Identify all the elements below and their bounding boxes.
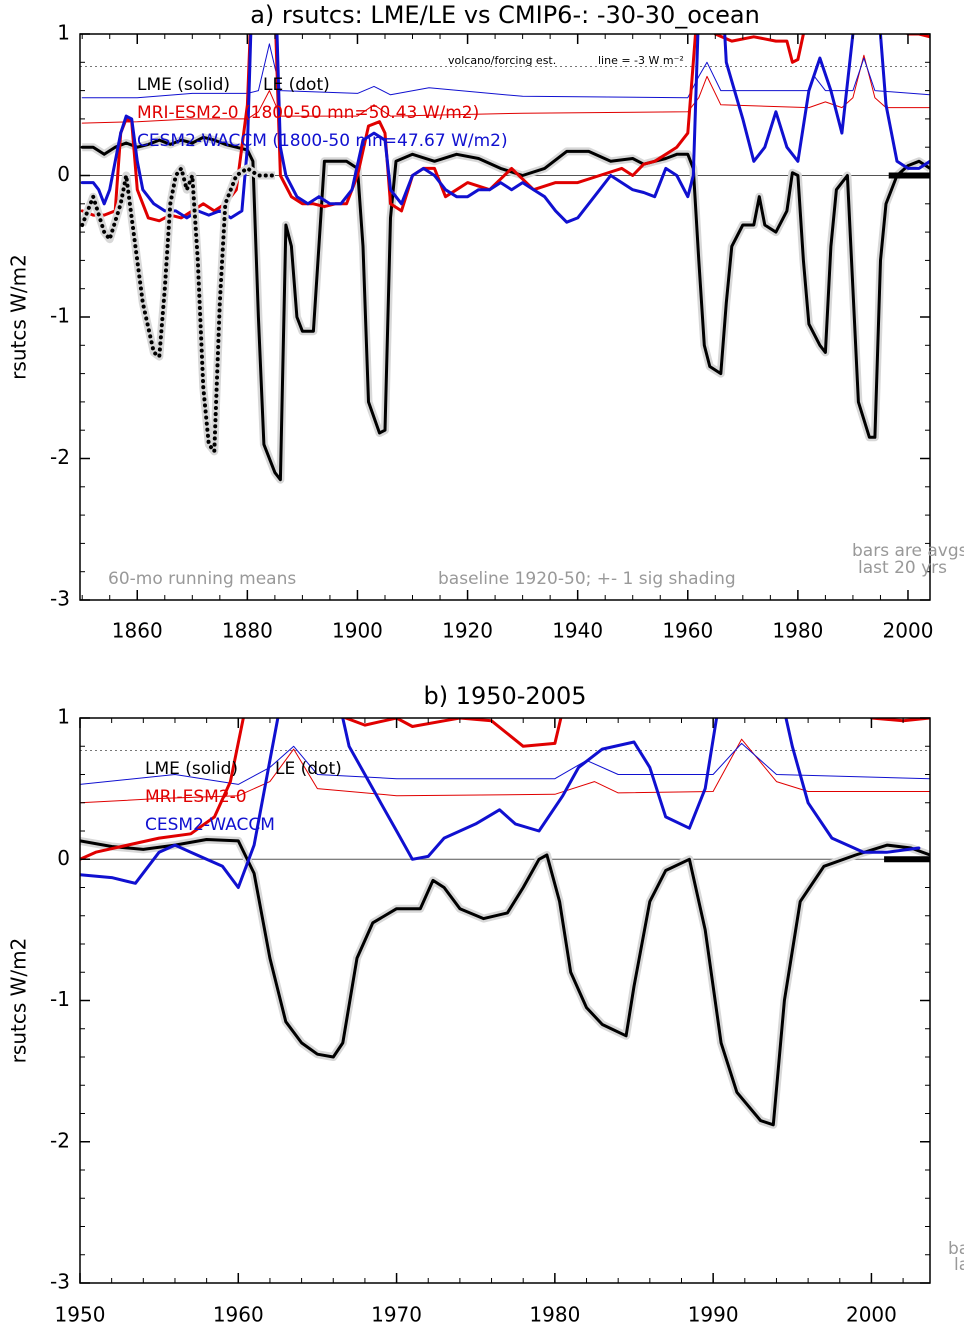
- series-line: [80, 718, 930, 861]
- x-tick-label: 1980: [529, 1303, 580, 1325]
- legend-entry: MRI-ESM2-0 (1800-50 mn=50.43 W/m2): [137, 103, 479, 123]
- x-tick-label: 1950: [55, 1303, 106, 1325]
- annotation: baseline 1920-50; +- 1 sig shading: [438, 569, 736, 589]
- x-tick-label: 1920: [442, 619, 493, 643]
- x-tick-label: 1940: [552, 619, 603, 643]
- plot-area: [80, 34, 930, 484]
- y-tick-label: -1: [50, 304, 70, 328]
- x-tick-label: 1980: [772, 619, 823, 643]
- annotation: bars are avgs: [948, 1239, 964, 1259]
- x-tick-label: 2000: [846, 1303, 897, 1325]
- legend-entry: LE (dot): [275, 759, 342, 779]
- chart-title: b) 1950-2005: [423, 682, 586, 710]
- series-line: [80, 718, 921, 889]
- annotation: last 20 yrs: [858, 558, 947, 578]
- series-line: [80, 166, 277, 454]
- series-line: [80, 135, 930, 482]
- sig-shading: [80, 164, 275, 456]
- legend-entry: LE (dot): [263, 75, 330, 95]
- legend-entry: CESM2-WACCM: [145, 815, 275, 835]
- annotation: volcano/forcing est.: [448, 54, 556, 67]
- legend-entry: MRI-ESM2-0: [145, 787, 247, 807]
- x-tick-label: 1860: [112, 619, 163, 643]
- y-tick-label: -3: [50, 1270, 70, 1294]
- series-line: [81, 54, 930, 124]
- y-tick-label: 1: [57, 705, 70, 729]
- x-tick-label: 1990: [688, 1303, 739, 1325]
- legend-entry: LME (solid): [137, 75, 230, 95]
- y-tick-label: -2: [50, 1128, 70, 1152]
- legend-entry: LME (solid): [145, 759, 238, 779]
- annotation: line = -3 W m⁻²: [598, 54, 684, 67]
- series-line: [80, 838, 930, 1127]
- annotation: bars are avgs: [852, 541, 964, 561]
- y-axis-label: rsutcs W/m2: [7, 938, 31, 1064]
- annotation: last 20 yrs: [954, 1255, 964, 1275]
- legend-entry: CESM2-WACCM (1800-50 mn=47.67 W/m2): [137, 131, 508, 151]
- x-tick-label: 1960: [213, 1303, 264, 1325]
- plot-area: [80, 718, 930, 1129]
- x-tick-label: 2000: [883, 619, 934, 643]
- chart-title: a) rsutcs: LME/LE vs CMIP6-: -30-30_ocea…: [250, 1, 760, 29]
- x-tick-label: 1880: [222, 619, 273, 643]
- x-tick-label: 1960: [662, 619, 713, 643]
- annotation: 60-mo running means: [108, 569, 296, 589]
- y-tick-label: -1: [50, 987, 70, 1011]
- y-axis-label: rsutcs W/m2: [7, 254, 31, 380]
- y-tick-label: -3: [50, 587, 70, 611]
- y-tick-label: 1: [57, 21, 70, 45]
- y-tick-label: 0: [57, 162, 70, 186]
- x-tick-label: 1900: [332, 619, 383, 643]
- y-tick-label: -2: [50, 445, 70, 469]
- x-tick-label: 1970: [371, 1303, 422, 1325]
- sig-shading: [80, 835, 930, 1129]
- series-line: [81, 43, 930, 99]
- y-tick-label: 0: [57, 846, 70, 870]
- series-line: [80, 742, 930, 785]
- series-line: [80, 738, 930, 804]
